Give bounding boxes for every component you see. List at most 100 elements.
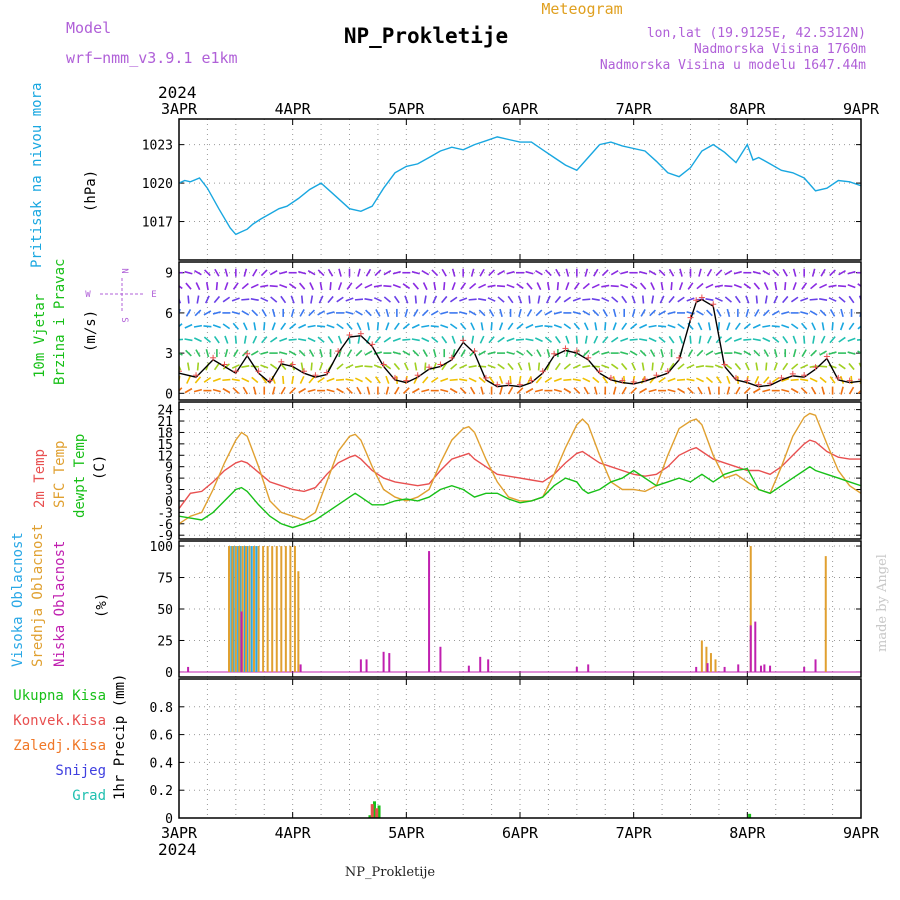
top-day-label: 3APR — [161, 100, 198, 118]
wind-arrow — [204, 269, 211, 277]
wind-arrow — [831, 322, 834, 331]
wind-arrow — [790, 387, 799, 394]
clouds-bar-1 — [238, 546, 241, 672]
clouds-bar-1 — [271, 546, 274, 672]
wind-arrow — [374, 269, 382, 277]
y-tick-label: 1023 — [142, 139, 173, 154]
pressure-unit-label: (hPa) — [83, 170, 99, 212]
wind-arrow — [847, 283, 856, 289]
top-day-label: 7APR — [616, 100, 653, 118]
pressure-ylabel: Pritisak na nivou mora — [29, 83, 45, 268]
wind-arrow — [773, 349, 778, 358]
clouds-bar-2 — [723, 666, 726, 672]
wind-arrow — [565, 335, 570, 344]
wind-arrow — [544, 325, 553, 328]
wind-arrow — [668, 268, 675, 277]
wind-arrow — [583, 386, 589, 395]
wind-arrow — [678, 282, 684, 291]
wind-arrow — [537, 295, 541, 304]
wind-arrow — [279, 270, 288, 275]
wind-arrow — [364, 283, 373, 289]
wind-arrow — [402, 323, 410, 330]
wind-arrow — [667, 311, 676, 315]
wind-arrow — [658, 269, 666, 277]
wind-arrow — [525, 387, 534, 394]
wind-arrow — [668, 295, 675, 304]
bottom-day-label: 5APR — [388, 824, 425, 842]
bottom-day-label: 6APR — [502, 824, 539, 842]
wind-arrow — [231, 378, 240, 382]
wind-ylabel-2: Brzina i Pravac — [52, 259, 68, 385]
wind-arrow — [449, 323, 458, 330]
wind-arrow — [468, 377, 477, 383]
clouds-bar-1 — [241, 546, 244, 672]
wind-arrow — [271, 322, 276, 331]
clouds-bar-1 — [749, 546, 752, 672]
wind-arrow — [591, 283, 600, 289]
wind-arrow — [488, 309, 495, 317]
wind-arrow — [224, 268, 229, 277]
wind-arrow — [310, 295, 314, 304]
wind-arrow — [404, 295, 409, 304]
wind-arrow — [179, 285, 183, 290]
wind-arrow — [479, 268, 485, 277]
wind-arrow — [357, 268, 361, 277]
wind-arrow — [222, 296, 231, 303]
wind-arrow — [554, 335, 561, 344]
wind-arrow — [658, 336, 666, 343]
wind-arrow — [260, 364, 269, 369]
wind-arrow — [459, 387, 467, 395]
y-tick-label: 1017 — [142, 216, 173, 231]
clouds-bar-2 — [479, 656, 482, 672]
wind-arrow — [383, 296, 391, 303]
wind-arrow — [421, 270, 430, 276]
wind-arrow — [497, 363, 505, 370]
wind-arrow — [298, 387, 307, 394]
wind-arrow — [537, 362, 541, 371]
wind-arrow — [696, 377, 704, 383]
wind-arrow — [743, 283, 752, 290]
wind-arrow — [848, 362, 855, 371]
wind-arrow — [179, 352, 183, 356]
wind-arrow — [393, 362, 401, 371]
wind-arrow — [705, 365, 714, 368]
wind-arrow — [179, 338, 184, 341]
wind-arrow — [366, 386, 371, 395]
wind-arrow — [411, 338, 420, 342]
precip-bar-1 — [375, 808, 379, 818]
y-tick-label: 3 — [165, 484, 173, 499]
temperature-series-line-0 — [179, 439, 861, 510]
wind-arrow — [327, 335, 334, 344]
wind-arrow — [212, 377, 221, 383]
wind-arrow — [441, 362, 448, 371]
wind-arrow — [252, 268, 258, 277]
wind-arrow — [364, 365, 373, 368]
wind-arrow — [705, 350, 714, 356]
clouds-bar-1 — [248, 546, 251, 672]
wind-arrow — [857, 283, 861, 288]
wind-arrow — [648, 337, 657, 343]
wind-arrow — [857, 389, 861, 395]
wind-arrow — [772, 336, 780, 343]
wind-arrow — [800, 322, 808, 330]
y-tick-label: -6 — [157, 518, 173, 533]
wind-arrow — [271, 386, 276, 395]
wind-arrow — [403, 362, 409, 371]
wind-arrow — [762, 388, 771, 393]
wind-arrow — [553, 388, 562, 393]
wind-arrow — [621, 386, 627, 395]
wind-arrow — [525, 323, 534, 329]
wind-arrow — [658, 376, 666, 383]
wind-arrow — [535, 376, 543, 384]
wind-arrow — [516, 323, 524, 330]
clouds-bar-2 — [754, 621, 757, 672]
wind-arrow — [820, 335, 826, 344]
y-tick-label: -9 — [157, 529, 173, 544]
wind-arrow — [565, 268, 570, 277]
panel-precip: 0 0.2 0.4 0.6 0.8 — [150, 678, 862, 827]
wind-arrow — [639, 323, 648, 329]
wind-arrow — [309, 282, 315, 291]
wind-arrow — [821, 322, 825, 331]
wind-arrow — [440, 311, 449, 315]
wind-arrow — [715, 376, 722, 384]
